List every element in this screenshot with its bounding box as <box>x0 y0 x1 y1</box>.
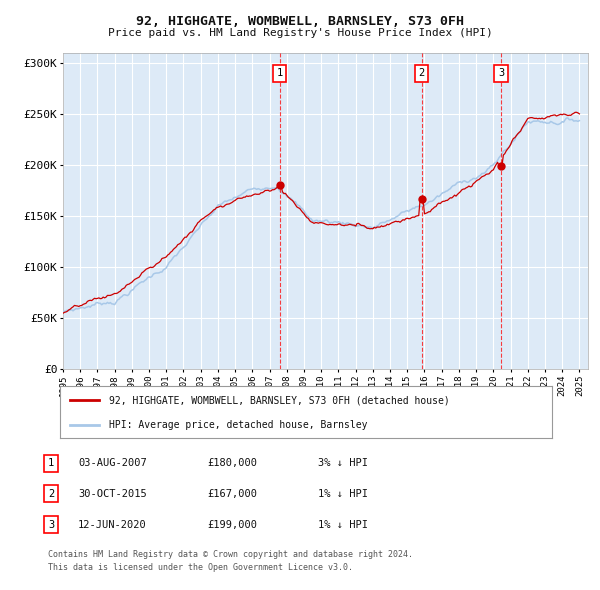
Text: 3% ↓ HPI: 3% ↓ HPI <box>318 458 368 468</box>
Text: 03-AUG-2007: 03-AUG-2007 <box>78 458 147 468</box>
Text: 30-OCT-2015: 30-OCT-2015 <box>78 489 147 499</box>
Text: HPI: Average price, detached house, Barnsley: HPI: Average price, detached house, Barn… <box>109 420 368 430</box>
Text: £180,000: £180,000 <box>207 458 257 468</box>
Text: 3: 3 <box>498 68 505 78</box>
Text: 92, HIGHGATE, WOMBWELL, BARNSLEY, S73 0FH (detached house): 92, HIGHGATE, WOMBWELL, BARNSLEY, S73 0F… <box>109 395 450 405</box>
Text: 3: 3 <box>48 520 54 529</box>
Text: Contains HM Land Registry data © Crown copyright and database right 2024.: Contains HM Land Registry data © Crown c… <box>48 550 413 559</box>
Text: £167,000: £167,000 <box>207 489 257 499</box>
Text: 2: 2 <box>48 489 54 499</box>
Text: 1% ↓ HPI: 1% ↓ HPI <box>318 489 368 499</box>
Text: 2: 2 <box>418 68 425 78</box>
Text: 1: 1 <box>48 458 54 468</box>
Text: £199,000: £199,000 <box>207 520 257 529</box>
Text: 1% ↓ HPI: 1% ↓ HPI <box>318 520 368 529</box>
Text: Price paid vs. HM Land Registry's House Price Index (HPI): Price paid vs. HM Land Registry's House … <box>107 28 493 38</box>
Text: 92, HIGHGATE, WOMBWELL, BARNSLEY, S73 0FH: 92, HIGHGATE, WOMBWELL, BARNSLEY, S73 0F… <box>136 15 464 28</box>
Text: 12-JUN-2020: 12-JUN-2020 <box>78 520 147 529</box>
Text: This data is licensed under the Open Government Licence v3.0.: This data is licensed under the Open Gov… <box>48 563 353 572</box>
Text: 1: 1 <box>277 68 283 78</box>
